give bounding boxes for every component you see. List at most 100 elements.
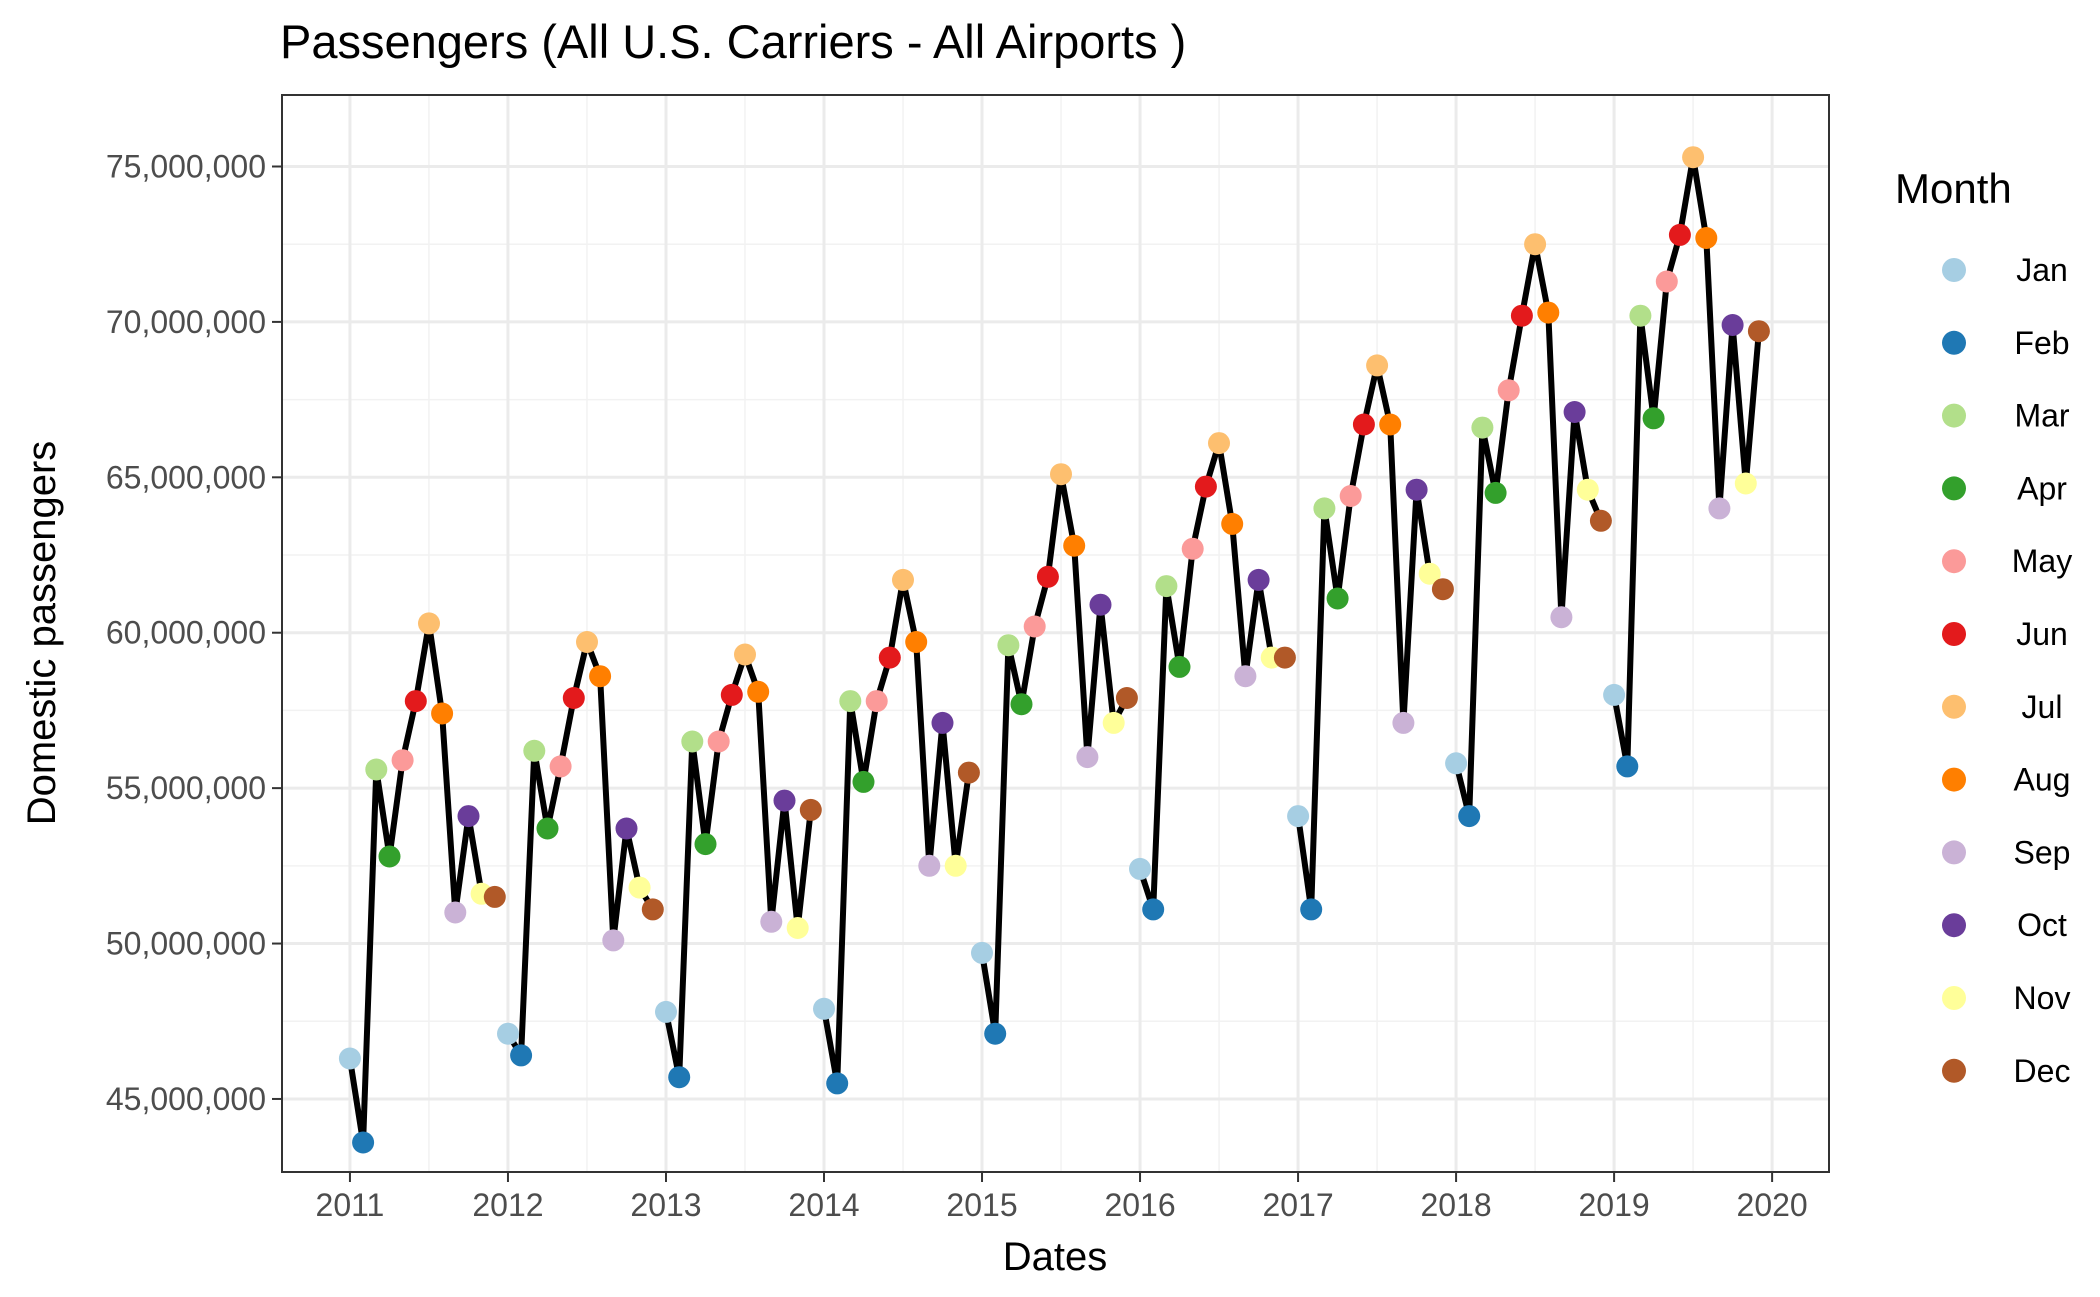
data-point-2019-jan: [1603, 683, 1626, 706]
data-point-2011-feb: [352, 1131, 375, 1154]
x-tick-label: 2014: [788, 1187, 859, 1223]
data-point-2012-nov: [628, 876, 651, 899]
data-point-2013-jun: [720, 683, 743, 706]
data-point-2015-apr: [1010, 693, 1033, 716]
y-axis: 45,000,000 50,000,000 55,000,000 60,000,000…: [106, 148, 282, 1117]
data-point-2015-nov: [1102, 711, 1125, 734]
data-point-2012-apr: [536, 817, 559, 840]
data-point-2013-jan: [655, 1000, 677, 1023]
data-point-2011-oct: [457, 805, 480, 828]
data-point-2019-feb: [1616, 755, 1639, 778]
data-point-2015-jan: [971, 941, 993, 964]
data-point-2012-may: [549, 755, 572, 778]
data-point-2013-apr: [694, 833, 717, 856]
legend-key-mar: [1942, 403, 1966, 428]
legend-key-dec: [1942, 1058, 1966, 1083]
data-point-2013-oct: [773, 789, 796, 812]
data-point-2011-jan: [338, 1047, 361, 1070]
data-point-2014-jun: [878, 646, 901, 669]
legend-label-dec: Dec: [2014, 1053, 2071, 1089]
data-point-2013-nov: [786, 917, 809, 939]
data-point-2015-sep: [1076, 746, 1099, 769]
data-point-2017-mar: [1313, 497, 1336, 520]
data-point-2011-jun: [404, 690, 427, 713]
data-point-2014-jan: [813, 997, 835, 1020]
data-point-2018-aug: [1537, 301, 1560, 324]
legend: Month Jan Feb Mar Apr May Jun Jul Aug Sep Oct Nov D…: [1895, 165, 2072, 1089]
data-point-2018-may: [1497, 379, 1520, 402]
legend-key-may: [1942, 549, 1966, 574]
data-point-2014-apr: [852, 770, 875, 793]
data-point-2013-may: [707, 730, 730, 753]
data-point-2013-jul: [734, 643, 756, 666]
data-point-2011-may: [391, 749, 414, 772]
data-point-2019-apr: [1642, 407, 1665, 430]
legend-label-jul: Jul: [2022, 689, 2063, 725]
data-point-2017-apr: [1326, 587, 1349, 610]
legend-label-feb: Feb: [2014, 325, 2069, 361]
data-point-2019-nov: [1734, 472, 1757, 495]
y-tick-label: 65,000,000: [106, 459, 266, 495]
data-point-2015-oct: [1089, 593, 1112, 616]
legend-label-jun: Jun: [2016, 616, 2068, 652]
legend-key-jun: [1942, 622, 1966, 646]
data-point-2016-apr: [1168, 655, 1191, 678]
x-tick-label: 2015: [946, 1187, 1017, 1223]
data-point-2019-oct: [1721, 314, 1744, 336]
legend-key-feb: [1942, 330, 1966, 355]
x-tick-label: 2012: [472, 1187, 543, 1223]
data-point-2016-oct: [1247, 568, 1270, 591]
data-point-2018-feb: [1458, 805, 1481, 828]
legend-title: Month: [1895, 165, 2012, 212]
data-point-2012-jan: [497, 1022, 519, 1045]
data-point-2018-dec: [1589, 509, 1612, 532]
legend-label-sep: Sep: [2014, 834, 2071, 870]
series-line-2019: [1611, 154, 1762, 770]
data-point-2017-dec: [1431, 578, 1454, 601]
legend-key-jan: [1942, 258, 1966, 282]
data-point-2014-may: [865, 690, 888, 713]
legend-key-nov: [1942, 986, 1966, 1010]
y-tick-label: 50,000,000: [106, 926, 266, 962]
chart-title: Passengers (All U.S. Carriers - All Airp…: [280, 15, 1186, 68]
minor-gridlines: [282, 95, 1829, 1172]
data-point-2012-sep: [602, 929, 625, 952]
data-point-2011-sep: [444, 901, 467, 924]
data-point-2017-jul: [1366, 354, 1389, 377]
y-axis-title: Domestic passengers: [20, 441, 64, 826]
data-point-2011-mar: [365, 758, 388, 781]
data-point-2013-feb: [668, 1066, 691, 1089]
data-point-2019-may: [1655, 270, 1678, 293]
data-point-2015-jul: [1050, 463, 1072, 486]
data-point-2015-may: [1023, 615, 1046, 638]
data-point-2018-jun: [1510, 304, 1533, 327]
x-axis-title: Dates: [1003, 1235, 1108, 1279]
legend-key-jul: [1942, 694, 1966, 719]
legend-key-apr: [1942, 476, 1966, 501]
x-tick-label: 2019: [1579, 1187, 1650, 1223]
data-point-2014-aug: [905, 631, 928, 653]
data-point-2018-mar: [1471, 416, 1494, 439]
data-point-2017-may: [1339, 485, 1362, 507]
x-tick-label: 2018: [1420, 1187, 1491, 1223]
data-point-2019-jul: [1682, 146, 1705, 169]
data-point-2016-jul: [1208, 432, 1230, 455]
data-point-2017-aug: [1379, 413, 1402, 436]
data-point-2016-jun: [1194, 475, 1217, 498]
data-point-2017-sep: [1392, 711, 1415, 734]
data-point-2011-jul: [418, 612, 440, 635]
data-point-2018-nov: [1576, 478, 1599, 501]
legend-label-nov: Nov: [2014, 980, 2071, 1016]
series-line-2018: [1453, 241, 1604, 820]
legend-key-oct: [1942, 913, 1966, 938]
data-point-2012-mar: [523, 739, 546, 762]
data-point-2019-jun: [1668, 223, 1691, 246]
series-line-2015: [979, 471, 1130, 1037]
data-point-2011-dec: [483, 885, 506, 908]
x-tick-label: 2016: [1104, 1187, 1175, 1223]
legend-label-apr: Apr: [2017, 470, 2067, 506]
data-point-2014-nov: [944, 854, 967, 877]
series-line-2011: [346, 620, 496, 1146]
data-point-2019-sep: [1708, 497, 1731, 520]
